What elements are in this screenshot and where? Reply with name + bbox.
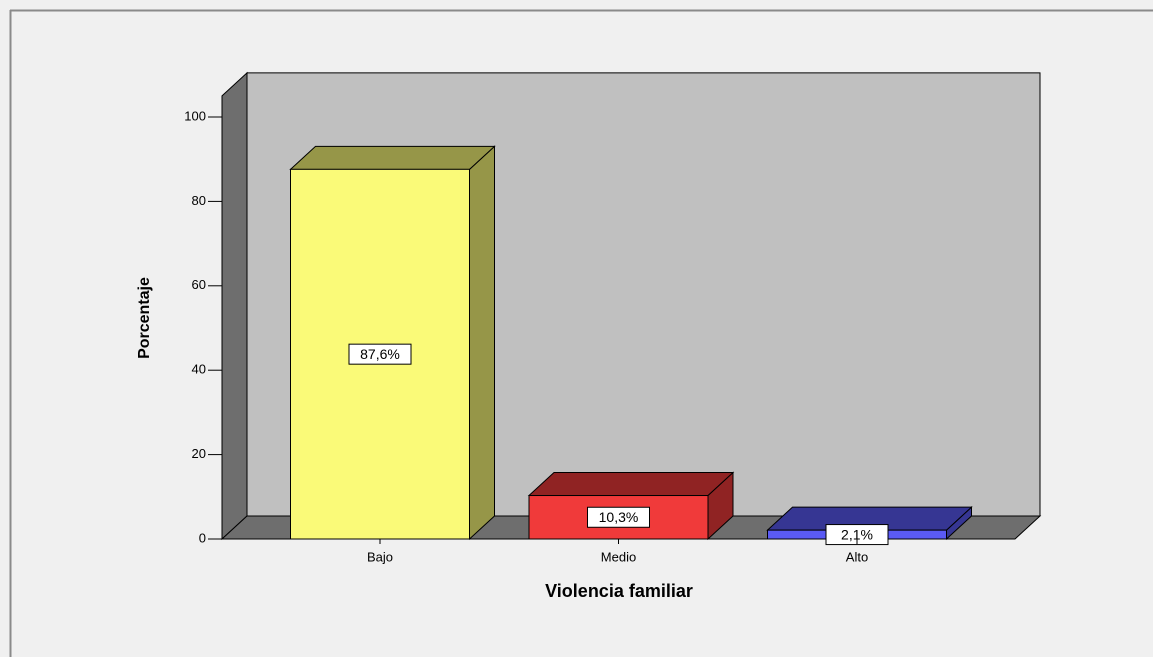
y-tick-label: 80 (192, 193, 206, 208)
x-tick-label: Bajo (367, 549, 393, 564)
value-label-box (587, 506, 650, 528)
plot-area: 0 20 40 60 80 100 87,6% Bajo 10,3% Medio 2,1% Alto (184, 71, 1042, 564)
y-tick-label: 100 (184, 108, 206, 123)
value-label-box (348, 343, 412, 365)
y-axis-label: Porcentaje (136, 277, 153, 359)
y-tick-label: 60 (192, 277, 206, 292)
x-tick-label: Medio (601, 549, 636, 564)
left-wall (221, 71, 248, 541)
y-tick-label: 0 (199, 530, 206, 545)
value-label-box (825, 524, 889, 546)
value-label: 10,3% (599, 509, 639, 525)
y-tick-label: 20 (192, 446, 206, 461)
bar-top (527, 472, 735, 497)
y-tick-label: 40 (192, 362, 206, 377)
value-label: 87,6% (360, 346, 400, 362)
x-tick-label: Alto (846, 549, 868, 564)
x-axis-label: Violencia familiar (545, 581, 693, 601)
bar-group: 2,1% (766, 505, 973, 546)
bar-top (289, 145, 496, 170)
bar-side (469, 145, 495, 541)
bar-group: 10,3% (527, 471, 735, 541)
value-label: 2,1% (841, 526, 873, 542)
bar-group: 87,6% (289, 145, 496, 541)
